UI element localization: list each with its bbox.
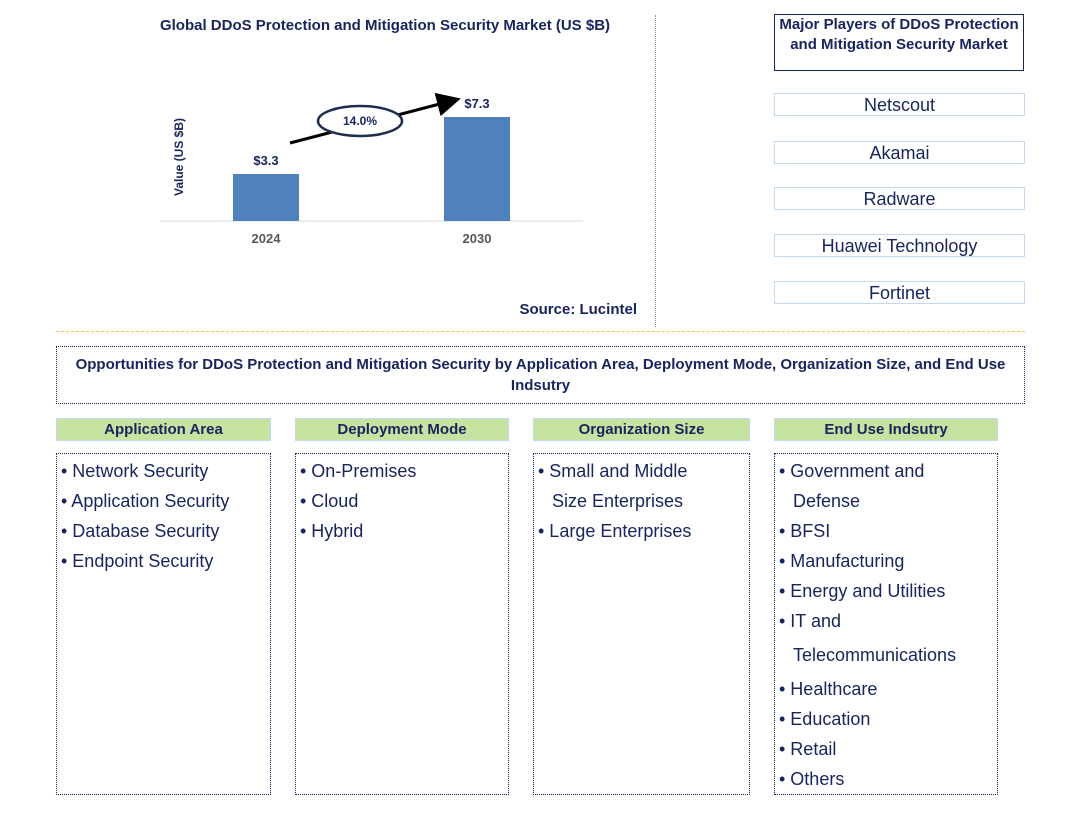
player-huawei: Huawei Technology: [774, 234, 1025, 257]
list-item: • Small and Middle: [538, 461, 688, 481]
column-list: • Government and Defense • BFSI • Manufactu…: [774, 453, 998, 795]
column-header: Organization Size: [533, 418, 750, 441]
source-label: Source: Lucintel: [519, 301, 637, 318]
chart-title: Global DDoS Protection and Mitigation Se…: [159, 17, 611, 34]
y-axis-label: Value (US $B): [172, 118, 186, 196]
column-list: • Small and Middle Size Enterprises • Larg…: [533, 453, 750, 795]
list-item: • Cloud: [300, 491, 359, 511]
list-item: • BFSI: [779, 521, 831, 541]
column-header: Deployment Mode: [295, 418, 509, 441]
list-item: Telecommunications: [793, 645, 957, 665]
list-item: • IT and: [779, 611, 842, 631]
list-item: Defense: [793, 491, 861, 511]
list-item: • Large Enterprises: [538, 521, 692, 541]
list-item: • Network Security: [61, 461, 209, 481]
list-item: • Healthcare: [779, 679, 878, 699]
x-tick-label: 2024: [252, 231, 282, 246]
data-label: $3.3: [253, 153, 278, 168]
list-item: • Manufacturing: [779, 551, 905, 571]
x-tick-label: 2030: [463, 231, 492, 246]
bar-2030: [444, 117, 510, 221]
cagr-label: 14.0%: [343, 114, 377, 128]
player-fortinet: Fortinet: [774, 281, 1025, 304]
cagr-ellipse: [316, 104, 404, 138]
column-list: • Network Security • Application Security…: [56, 453, 271, 795]
list-item: • Endpoint Security: [61, 551, 214, 571]
column-header: Application Area: [56, 418, 271, 441]
list-item: • Energy and Utilities: [779, 581, 946, 601]
player-netscout: Netscout: [774, 93, 1025, 116]
players-title: Major Players of DDoS Protection and Mit…: [774, 14, 1024, 71]
list-item: • On-Premises: [300, 461, 417, 481]
horizontal-divider: [56, 331, 1025, 332]
list-item: • Education: [779, 709, 871, 729]
opportunities-title: Opportunities for DDoS Protection and Mi…: [56, 346, 1025, 404]
vertical-divider: [655, 15, 656, 327]
list-item: Size Enterprises: [552, 491, 684, 511]
column-list: • On-Premises • Cloud • Hybrid: [295, 453, 509, 795]
list-item: • Government and: [779, 461, 925, 481]
player-akamai: Akamai: [774, 141, 1025, 164]
column-header: End Use Indsutry: [774, 418, 998, 441]
player-radware: Radware: [774, 187, 1025, 210]
bar-2024: [233, 173, 299, 221]
list-item: • Hybrid: [300, 521, 364, 541]
list-item: • Retail: [779, 739, 837, 759]
list-item: • Database Security: [61, 521, 220, 541]
bar-chart: Value (US $B) $3.3 2024 $7.3 2030 14.0%: [160, 92, 583, 246]
data-label: $7.3: [464, 96, 489, 111]
list-item: • Application Security: [61, 491, 230, 511]
list-item: • Others: [779, 769, 845, 789]
